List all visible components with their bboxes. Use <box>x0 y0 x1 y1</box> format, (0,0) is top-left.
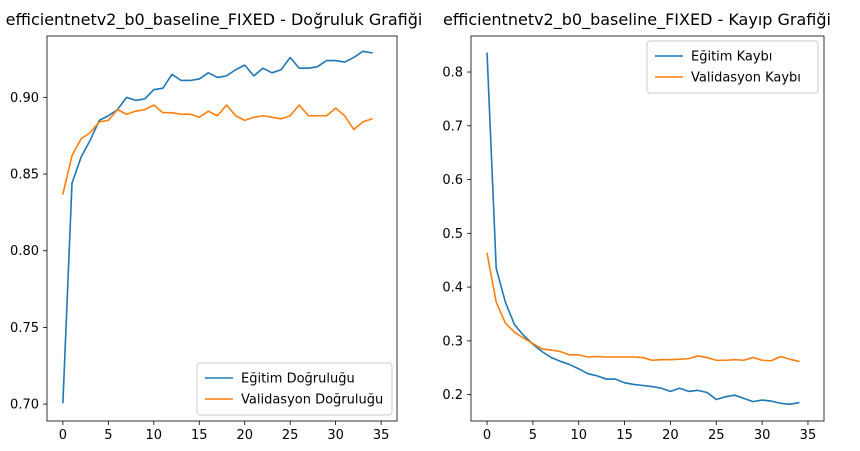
y-tick-label: 0.8 <box>442 66 463 81</box>
series-line-0 <box>62 50 373 404</box>
loss-legend-box <box>646 40 819 94</box>
legend-label-egitim-kaybi: Eğitim Kaybı <box>691 50 772 65</box>
y-tick-label: 0.4 <box>442 281 463 296</box>
y-tick-label: 0.2 <box>442 388 463 403</box>
x-tick-label: 30 <box>754 428 771 443</box>
x-tick-label: 0 <box>483 428 491 443</box>
legend-label-validasyon-kaybi: Validasyon Kaybı <box>691 71 801 86</box>
x-tick-label: 35 <box>373 428 390 443</box>
x-tick-label: 25 <box>282 428 299 443</box>
loss-plot-area: 0 5 10 15 20 25 30 35 0.2 0.3 0.4 0.5 0.6 0.7 0.8 <box>442 35 825 443</box>
x-tick-label: 20 <box>236 428 253 443</box>
y-tick-label: 0.70 <box>10 398 39 413</box>
x-tick-label: 10 <box>146 428 163 443</box>
x-tick-label: 25 <box>708 428 725 443</box>
loss-chart: efficientnetv2_b0_baseline_FIXED - Kayıp… <box>442 10 831 443</box>
accuracy-chart: efficientnetv2_b0_baseline_FIXED - Doğru… <box>6 10 423 443</box>
axes-frame <box>46 35 398 422</box>
series-line-1 <box>62 104 373 195</box>
accuracy-legend-box <box>196 362 393 416</box>
series-line-0 <box>486 52 800 406</box>
y-tick-label: 0.85 <box>10 168 39 183</box>
y-tick-label: 0.7 <box>442 119 463 134</box>
loss-legend: Eğitim Kaybı Validasyon Kaybı <box>646 40 819 94</box>
legend-label-egitim-dogrulugu: Eğitim Doğruluğu <box>241 372 355 387</box>
accuracy-legend: Eğitim Doğruluğu Validasyon Doğruluğu <box>196 362 393 416</box>
x-tick-label: 20 <box>662 428 679 443</box>
x-tick-label: 5 <box>104 428 112 443</box>
y-tick-label: 0.3 <box>442 334 463 349</box>
y-tick-label: 0.6 <box>442 173 463 188</box>
accuracy-chart-title: efficientnetv2_b0_baseline_FIXED - Doğru… <box>6 10 423 30</box>
loss-chart-title: efficientnetv2_b0_baseline_FIXED - Kayıp… <box>443 10 831 30</box>
x-tick-label: 10 <box>570 428 587 443</box>
legend-label-validasyon-dogrulugu: Validasyon Doğruluğu <box>241 393 383 408</box>
x-tick-label: 0 <box>59 428 67 443</box>
y-tick-label: 0.5 <box>442 227 463 242</box>
axes-frame <box>470 35 825 422</box>
x-tick-label: 5 <box>529 428 537 443</box>
series-line-1 <box>486 252 800 363</box>
y-tick-label: 0.75 <box>10 321 39 336</box>
x-tick-label: 15 <box>191 428 208 443</box>
x-tick-label: 15 <box>616 428 633 443</box>
x-tick-label: 35 <box>800 428 817 443</box>
y-tick-label: 0.80 <box>10 244 39 259</box>
accuracy-plot-area: 0 5 10 15 20 25 30 35 0.70 0.75 0.80 0.85 0.90 <box>10 35 398 443</box>
x-tick-label: 30 <box>327 428 344 443</box>
y-tick-label: 0.90 <box>10 91 39 106</box>
